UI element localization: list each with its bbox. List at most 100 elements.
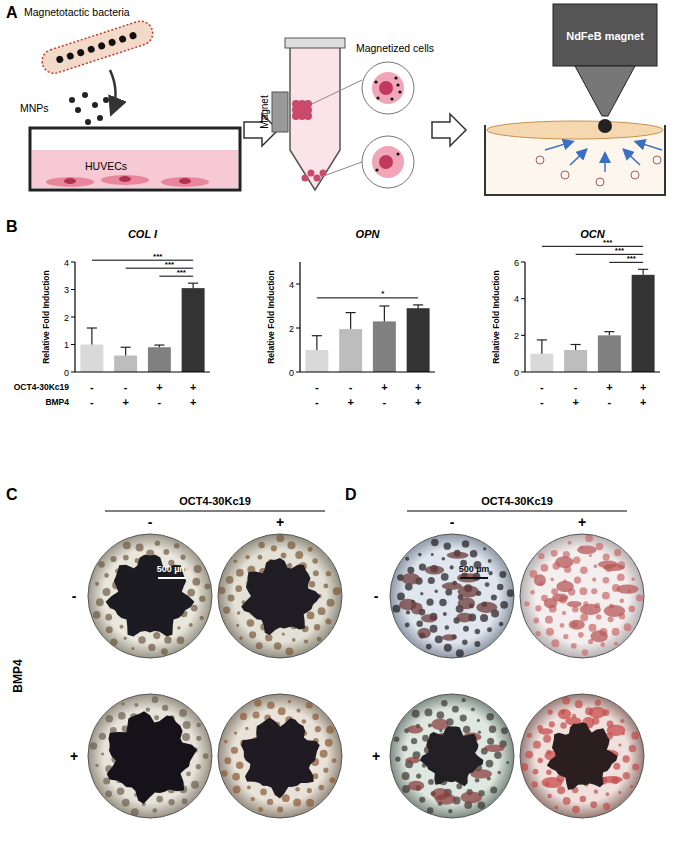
speck [444, 644, 452, 652]
cell [631, 171, 639, 179]
field-edge [88, 694, 212, 818]
speck [327, 599, 335, 607]
speck [547, 794, 551, 798]
nanoparticle [396, 83, 399, 86]
speck [265, 634, 272, 641]
speck [578, 632, 584, 638]
speck [497, 584, 504, 591]
speck [231, 747, 238, 754]
label: Magnet [259, 95, 270, 129]
speck [606, 792, 610, 796]
arrow [110, 70, 116, 112]
speck [232, 773, 240, 781]
speck [562, 611, 566, 615]
error-cap [312, 335, 322, 336]
cell [308, 170, 315, 177]
label: Magnetized cells [356, 42, 434, 54]
tick-label: 0 [514, 368, 519, 378]
speck [624, 623, 632, 631]
speck [620, 598, 624, 602]
speck [174, 543, 180, 549]
speck [431, 553, 434, 556]
bar-chart: 01234COL IRelative Fold Induction*******… [41, 228, 210, 408]
stain-patch [456, 613, 472, 623]
aggregate [241, 558, 320, 635]
speck [224, 740, 228, 744]
speck [278, 707, 286, 715]
nanoparticle [92, 102, 98, 108]
field [218, 534, 342, 658]
error-cap [537, 339, 547, 340]
speck [593, 564, 597, 568]
speck [592, 577, 596, 581]
speck [313, 773, 319, 779]
error-cap [121, 347, 131, 348]
micrograph [390, 534, 514, 658]
speck [152, 808, 157, 813]
speck [122, 799, 130, 807]
speck [531, 781, 537, 787]
x-axis [75, 371, 210, 372]
tick [71, 262, 75, 263]
nanoparticle [69, 97, 75, 103]
nucleus [119, 176, 131, 182]
cell [101, 175, 149, 185]
speck [397, 592, 405, 600]
condition-mark: + [122, 396, 128, 408]
tube-cap [285, 38, 345, 48]
speck [412, 710, 420, 718]
field [520, 534, 644, 658]
label: HUVECs [85, 160, 127, 172]
significance-label: *** [177, 268, 187, 277]
speck [608, 616, 614, 622]
speck [596, 543, 603, 550]
speck [491, 594, 497, 600]
speck [488, 559, 492, 563]
speck [101, 752, 104, 755]
speck [541, 564, 549, 572]
field-edge [218, 534, 342, 658]
speck [612, 628, 620, 636]
aggregate [106, 555, 195, 637]
speck [177, 637, 185, 645]
tube [290, 45, 340, 190]
speck [189, 623, 193, 627]
error-stem [125, 347, 126, 355]
speck [319, 785, 325, 791]
speck [622, 755, 629, 762]
stain-patch [589, 707, 606, 718]
speck [562, 696, 570, 704]
stain-patch [458, 597, 475, 609]
force-arrow [624, 150, 640, 165]
condition-mark: + [190, 381, 196, 393]
condition-mark: + [606, 381, 612, 393]
stain-patch [476, 602, 497, 613]
speck [124, 637, 127, 640]
speck [530, 590, 535, 595]
speck [571, 643, 577, 649]
speck [240, 713, 247, 720]
magnet-tip [575, 66, 635, 116]
row-mark: - [72, 588, 77, 604]
condition-mark: + [381, 381, 387, 393]
error-bar [346, 313, 356, 330]
speck [183, 721, 191, 729]
speck [315, 726, 321, 732]
field [88, 534, 212, 658]
stain-patch [601, 776, 623, 783]
speck [524, 601, 529, 606]
speck [312, 714, 319, 721]
speck [596, 614, 602, 620]
speck [95, 582, 99, 586]
error-stem [91, 328, 92, 345]
nanoparticle [82, 92, 88, 98]
column-mark: + [276, 514, 284, 530]
speck [394, 737, 399, 742]
nanoparticle [97, 115, 103, 121]
speck [629, 745, 637, 753]
speck [123, 555, 129, 561]
speck [426, 644, 432, 650]
micrograph [520, 534, 644, 658]
speck [402, 772, 410, 780]
tick-label: 2 [514, 331, 519, 341]
